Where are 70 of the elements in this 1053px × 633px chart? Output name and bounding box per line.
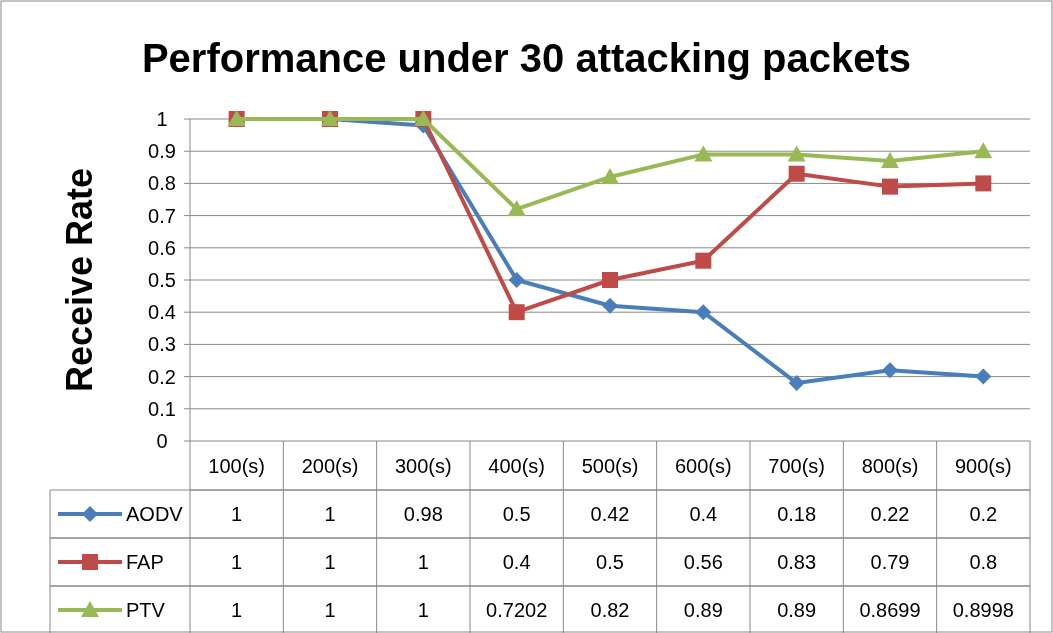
point [882,178,898,195]
data-label: 0.8699 [859,599,921,621]
data-label: 0.98 [403,503,443,525]
x-tick-label: 700(s) [768,454,826,477]
data-label: 0.2 [969,503,998,525]
data-label: 0.5 [502,503,531,525]
data-label: 0.5 [596,551,624,573]
data-label: 0.82 [590,599,630,621]
x-tick-label: 400(s) [488,454,546,477]
y-tick-label: 0 [156,430,168,452]
data-label: 1 [324,551,336,573]
y-tick-label: 0.4 [148,301,176,324]
x-tick-label: 200(s) [301,454,359,477]
point [507,200,526,217]
legend-label: AODV [126,503,184,525]
data-label: 1 [324,599,336,621]
y-tick-label: 0.2 [148,365,176,388]
y-tick-label: 0.1 [148,397,176,420]
point [694,145,713,162]
point [508,272,525,288]
data-label: 0.42 [590,503,630,525]
point [602,272,618,288]
data-label: 0.4 [689,503,718,525]
x-tick-label: 900(s) [954,454,1012,477]
y-tick-label: 1 [156,108,168,130]
x-tick-label: 500(s) [581,454,639,477]
chart-title: Performance under 30 attacking packets [141,36,912,80]
point [508,304,525,321]
point [695,252,712,269]
y-tick-label: 0.7 [148,204,176,227]
data-label: 0.22 [870,503,910,525]
y-axis-title: Receive Rate [59,167,100,393]
point [788,375,805,392]
data-label: 0.8998 [952,599,1014,621]
data-label: 0.89 [777,599,817,621]
data-label: 1 [417,599,429,621]
data-label: 0.89 [683,599,723,621]
point [974,142,993,159]
y-tick-label: 0.8 [148,172,176,195]
data-label: 1 [324,503,336,525]
y-tick-label: 0.9 [148,140,176,163]
data-label: 0.56 [683,551,723,573]
point [975,175,992,192]
data-label: 0.4 [502,551,531,573]
x-tick-label: 800(s) [861,454,919,477]
data-label: 0.79 [870,551,910,573]
data-label: 0.83 [777,551,817,573]
data-label: 1 [231,551,243,573]
data-label: 0.8 [969,551,998,573]
y-tick-label: 0.3 [148,333,176,356]
x-tick-label: 100(s) [208,454,266,477]
point [601,167,619,184]
point [788,165,805,182]
data-label: 0.18 [777,503,817,525]
y-tick-label: 0.6 [148,236,176,259]
point [882,362,898,379]
data-label: 1 [231,599,243,621]
point [695,304,712,321]
data-label: 0.7202 [486,599,548,621]
legend-label: FAP [126,551,164,573]
point [787,145,806,162]
legend-label: PTV [126,599,166,621]
point [881,151,899,168]
x-tick-label: 600(s) [674,454,732,477]
y-tick-label: 0.5 [148,269,176,291]
data-label: 1 [231,503,243,525]
data-label: 1 [417,551,429,573]
point [975,368,992,385]
x-tick-label: 300(s) [394,454,452,477]
point [602,297,618,314]
